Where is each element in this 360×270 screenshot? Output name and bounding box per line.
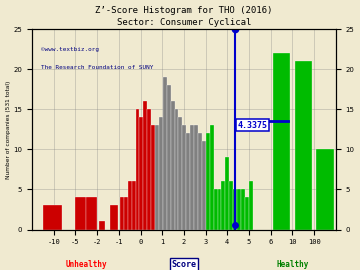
Text: Score: Score [171, 260, 197, 269]
Bar [233, 190, 237, 230]
Bar [76, 197, 86, 230]
Bar [241, 190, 245, 230]
Bar [143, 101, 147, 230]
Bar [151, 125, 155, 230]
Bar [167, 85, 171, 230]
Bar [163, 77, 167, 230]
Bar [110, 205, 118, 230]
Title: Z’-Score Histogram for THO (2016)
Sector: Consumer Cyclical: Z’-Score Histogram for THO (2016) Sector… [95, 6, 273, 27]
Bar [229, 181, 233, 229]
Bar [273, 53, 290, 230]
Bar [139, 117, 143, 230]
Text: Unhealthy: Unhealthy [66, 260, 107, 269]
Bar [294, 61, 312, 230]
Bar [179, 117, 183, 230]
Bar [128, 181, 132, 229]
Bar [186, 133, 190, 230]
Bar [210, 125, 213, 230]
Bar [190, 125, 194, 230]
Bar [159, 117, 163, 230]
Bar [135, 109, 139, 230]
Bar [206, 133, 210, 230]
Text: ©www.textbiz.org: ©www.textbiz.org [41, 47, 99, 52]
Bar [124, 197, 128, 230]
Text: The Research Foundation of SUNY: The Research Foundation of SUNY [41, 65, 154, 70]
Bar [86, 197, 97, 230]
Bar [213, 190, 217, 230]
Bar [198, 133, 202, 230]
Bar [120, 197, 124, 230]
Text: Healthy: Healthy [276, 260, 309, 269]
Bar [171, 101, 175, 230]
Bar [249, 181, 253, 229]
Bar [245, 197, 249, 230]
Bar [202, 141, 206, 230]
Bar [237, 190, 241, 230]
Bar [99, 221, 105, 229]
Bar [183, 125, 186, 230]
Bar [175, 109, 179, 230]
Bar [43, 205, 62, 230]
Bar [217, 190, 221, 230]
Bar [147, 109, 151, 230]
Bar [132, 181, 135, 229]
Bar [316, 149, 334, 230]
Y-axis label: Number of companies (531 total): Number of companies (531 total) [5, 80, 10, 178]
Bar [194, 125, 198, 230]
Bar [221, 181, 225, 229]
Bar [155, 125, 159, 230]
Text: 4.3375: 4.3375 [238, 121, 268, 130]
Bar [225, 157, 229, 230]
